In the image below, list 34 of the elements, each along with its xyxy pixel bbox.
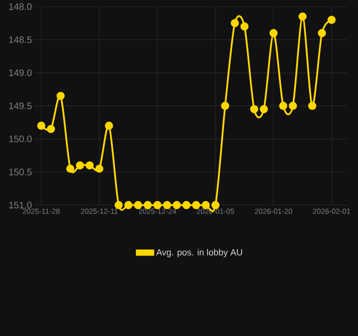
- point: [240, 22, 249, 30]
- point: [124, 200, 132, 210]
- point: [172, 200, 181, 210]
- point: [328, 16, 336, 24]
- point: [288, 102, 297, 110]
- legend-label: Avg. pos. in lobby AU: [156, 248, 242, 258]
- point: [56, 92, 65, 100]
- point: [114, 200, 123, 210]
- y-tick-label: 150.5: [9, 168, 32, 176]
- point: [37, 122, 46, 130]
- y-tick-label: 148.5: [9, 36, 32, 43]
- point: [250, 105, 258, 114]
- y-tick-label: 149.5: [9, 102, 32, 110]
- point: [104, 122, 114, 130]
- point: [318, 28, 326, 38]
- point: [221, 102, 230, 110]
- point: [279, 102, 288, 110]
- y-tick-label: 150.0: [9, 136, 32, 142]
- point: [260, 105, 268, 114]
- y-tick-label: 148.0: [9, 3, 32, 10]
- point: [134, 200, 142, 210]
- point: [192, 200, 200, 210]
- point: [298, 12, 307, 21]
- y-tick-label: 151.0: [9, 202, 32, 208]
- point: [86, 161, 94, 170]
- point: [76, 161, 84, 170]
- point: [66, 164, 74, 173]
- y-tick-label: 149.0: [9, 69, 32, 76]
- point: [46, 124, 55, 134]
- point: [182, 200, 190, 210]
- point: [95, 164, 104, 173]
- point: [230, 19, 239, 28]
- point: [308, 102, 316, 110]
- point: [269, 28, 278, 38]
